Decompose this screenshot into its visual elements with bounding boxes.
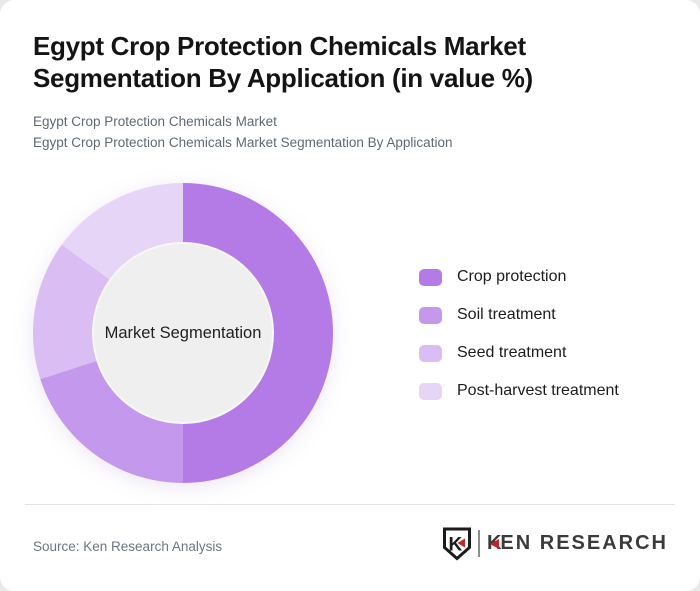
shield-red-triangle-icon (457, 538, 465, 547)
legend-swatch-icon (419, 268, 442, 286)
legend-label: Seed treatment (457, 344, 567, 361)
ken-research-logo: K K EN RESEARCH (442, 526, 668, 561)
legend-label: Soil treatment (457, 306, 556, 323)
footer-divider (25, 504, 675, 505)
donut-center-label: Market Segmentation (104, 323, 262, 342)
logo-red-triangle-icon (490, 538, 500, 549)
chart-subtitle: Egypt Crop Protection Chemicals Market E… (33, 112, 452, 153)
source-text: Source: Ken Research Analysis (33, 539, 223, 554)
chart-legend: Crop protection Soil treatment Seed treatm… (419, 268, 619, 420)
donut-center: Market Segmentation (92, 242, 274, 424)
logo-brand-text: K EN RESEARCH (487, 532, 668, 555)
legend-swatch-icon (419, 344, 442, 362)
page-title: Egypt Crop Protection Chemicals Market Se… (33, 30, 663, 94)
legend-item-0: Crop protection (419, 268, 619, 286)
ken-shield-icon: K (442, 527, 471, 560)
shield-outline (442, 527, 471, 560)
subtitle-line-2: Egypt Crop Protection Chemicals Market S… (33, 134, 453, 150)
logo-divider (477, 530, 480, 557)
subtitle-line-1: Egypt Crop Protection Chemicals Market (33, 114, 277, 129)
legend-item-1: Soil treatment (419, 306, 619, 324)
legend-item-3: Post-harvest treatment (419, 382, 619, 400)
donut-chart: Market Segmentation (33, 183, 333, 483)
legend-swatch-icon (419, 306, 442, 324)
page-title-line2: Segmentation By Application (in value %) (33, 63, 533, 93)
legend-swatch-icon (419, 382, 442, 400)
legend-item-2: Seed treatment (419, 344, 619, 362)
legend-label: Crop protection (457, 268, 567, 285)
logo-brand-rest: EN RESEARCH (500, 532, 668, 554)
legend-label: Post-harvest treatment (457, 382, 619, 399)
shield-letter: K (448, 534, 462, 555)
page-title-line1: Egypt Crop Protection Chemicals Market (33, 31, 526, 61)
